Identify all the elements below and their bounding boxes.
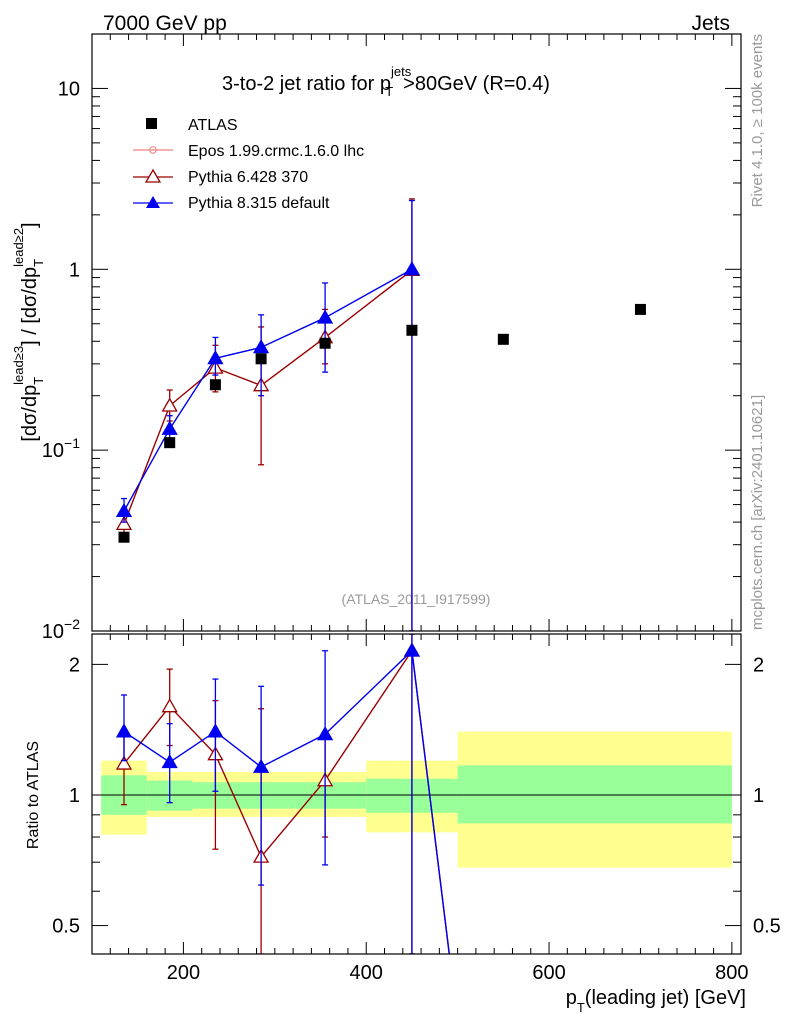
atlas-data-point (255, 353, 267, 365)
main-pythia8-point (252, 339, 270, 354)
ratio-y-axis-label: Ratio to ATLAS (25, 741, 42, 849)
mcplots-credit-label: mcplots.cern.ch [arXiv:2401.10621] (749, 395, 766, 630)
legend-marker-atlas (146, 118, 157, 129)
main-pythia8-point (207, 349, 224, 365)
atlas-data-point (209, 379, 221, 391)
legend-marker-epos (149, 146, 157, 154)
atlas-data-point (406, 324, 418, 336)
main-pythia8-line (123, 268, 413, 512)
ratio-pythia6-point (115, 755, 133, 770)
legend-entry-epos: Epos 1.99.crmc.1.6.0 lhc (133, 143, 364, 160)
x-tick-label: 600 (532, 962, 565, 984)
atlas-data-point (634, 303, 646, 315)
legend-entry-pythia6: Pythia 6.428 370 (133, 168, 308, 186)
main-pythia8-point (115, 502, 133, 518)
main-plot-frame (91, 33, 742, 632)
ratio-pythia8-point (252, 758, 270, 773)
legend-marker-pythia6 (144, 168, 162, 183)
ratio-band-68-4 (457, 765, 732, 824)
main-y-tick-label: 10 (58, 78, 80, 100)
legend-label-pythia6: Pythia 6.428 370 (188, 169, 308, 186)
x-tick-label: 200 (167, 962, 200, 984)
header-energy-label: 7000 GeV pp (103, 12, 227, 35)
rivet-version-label: Rivet 4.1.0, ≥ 100k events (749, 34, 766, 207)
atlas-data-point (118, 531, 130, 543)
main-plot-area (115, 198, 646, 631)
axes: 200 400 600 800 10−2 10−1 1 10 0.5 0.5 1 1 2 2 (42, 33, 781, 984)
ratio-y-tick-label-right: 0.5 (753, 916, 781, 938)
legend: ATLAS Epos 1.99.crmc.1.6.0 lhc Pythia 6.… (133, 117, 364, 212)
main-y-axis-label: [dσ/dpTlead≥3] / [dσ/dpTlead≥2] (11, 222, 46, 441)
ratio-y-tick-label-left: 1 (69, 785, 80, 807)
atlas-data-point (497, 333, 509, 345)
ratio-uncertainty-bands (101, 731, 732, 868)
chart-title: 3-to-2 jet ratio for pjets T >80GeV (R=0.4… (222, 64, 550, 99)
legend-entry-pythia8: Pythia 8.315 default (133, 195, 330, 212)
ratio-pythia8-point (207, 723, 224, 738)
legend-label-pythia8: Pythia 8.315 default (188, 195, 330, 212)
main-y-tick-label: 10−1 (42, 435, 80, 462)
x-tick-label: 400 (350, 962, 383, 984)
main-pythia6-line (123, 269, 413, 525)
x-axis-label: pT(leading jet) [GeV] (566, 987, 746, 1015)
legend-entry-atlas: ATLAS (146, 117, 238, 134)
main-pythia8-point (161, 420, 178, 435)
x-tick-label: 800 (715, 962, 748, 984)
ratio-plot-area (115, 634, 450, 954)
legend-label-atlas: ATLAS (188, 117, 238, 134)
ratio-pythia8-point (403, 642, 421, 657)
ratio-pythia8-point (115, 723, 133, 738)
header-category-label: Jets (691, 12, 730, 35)
main-pythia6-point (115, 515, 133, 531)
ratio-pythia8-point (161, 753, 178, 769)
main-y-tick-label: 1 (69, 259, 80, 281)
ratio-plot-frame (91, 633, 742, 955)
main-pythia8-point (316, 309, 334, 324)
main-y-tick-label: 10−2 (42, 616, 80, 643)
main-pythia6-point (161, 397, 178, 412)
legend-label-epos: Epos 1.99.crmc.1.6.0 lhc (188, 143, 364, 160)
atlas-data-point (319, 337, 331, 349)
ratio-y-tick-label-right: 1 (753, 785, 764, 807)
main-pythia8-point (403, 260, 421, 276)
ratio-y-tick-label-left: 2 (69, 654, 80, 676)
analysis-watermark: (ATLAS_2011_I917599) (342, 591, 491, 607)
atlas-data-point (164, 437, 176, 449)
ratio-y-tick-label-right: 2 (753, 654, 764, 676)
ratio-y-tick-label-left: 0.5 (52, 916, 80, 938)
ratio-pythia8-point (316, 725, 334, 741)
legend-marker-pythia8 (146, 196, 160, 208)
ratio-pythia6-point (161, 698, 178, 713)
